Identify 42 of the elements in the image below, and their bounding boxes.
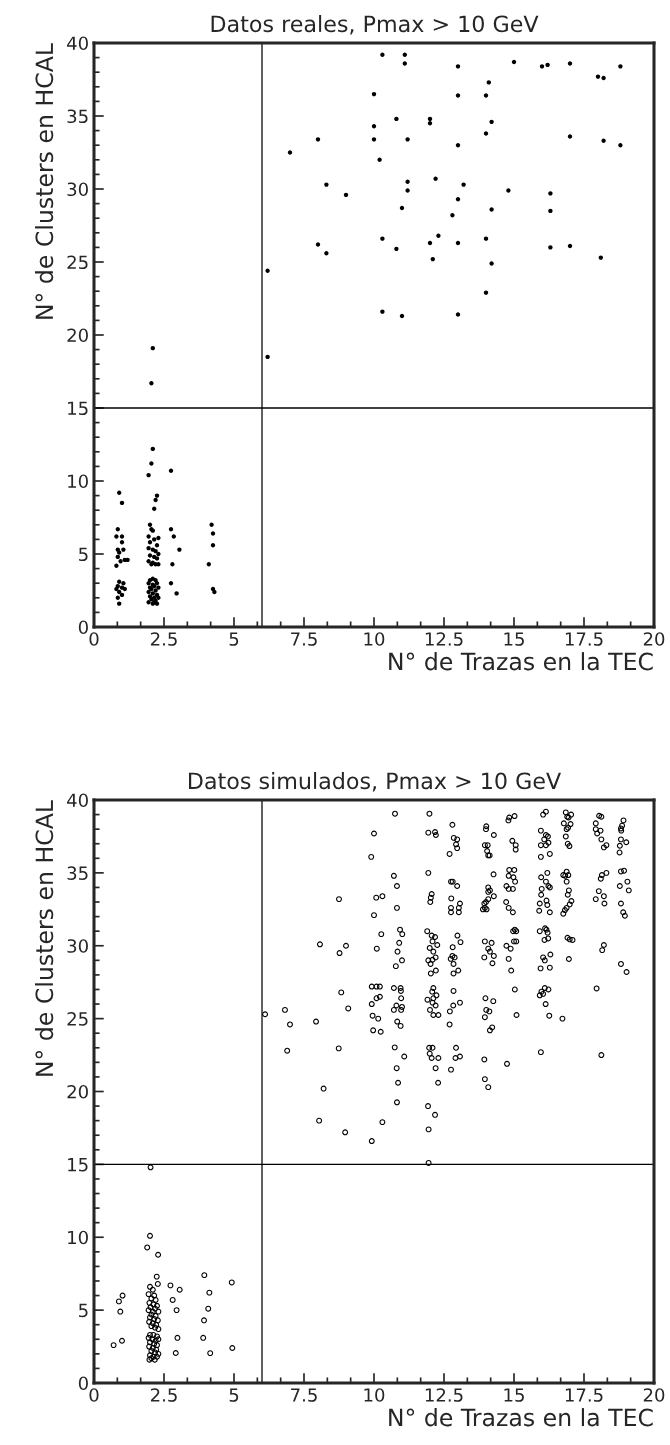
y-tick-label: 5 bbox=[79, 1303, 88, 1318]
y-tick-label: 10 bbox=[68, 474, 88, 489]
y-tick-label: 25 bbox=[67, 255, 88, 270]
x-axis-title: N° de Trazas en la TEC bbox=[389, 1408, 653, 1427]
y-tick-label: 30 bbox=[67, 939, 88, 953]
y-tick-label: 30 bbox=[67, 182, 88, 197]
chart-title: Datos simulados, Pmax > 10 GeV bbox=[189, 772, 561, 792]
x-tick-label: 12.5 bbox=[425, 632, 463, 646]
y-tick-label: 35 bbox=[67, 866, 88, 880]
x-tick-label: 2.5 bbox=[150, 1388, 177, 1402]
x-tick-label: 2.5 bbox=[150, 632, 177, 646]
x-tick-label: 10 bbox=[364, 1388, 385, 1402]
x-tick-label: 15 bbox=[504, 1388, 524, 1402]
x-tick-label: 20 bbox=[643, 1388, 665, 1402]
x-tick-label: 0 bbox=[89, 632, 99, 646]
x-tick-label: 7.5 bbox=[291, 1388, 317, 1402]
y-tick-label: 20 bbox=[67, 328, 88, 343]
x-tick-label: 17.5 bbox=[565, 632, 603, 646]
x-tick-label: 15 bbox=[504, 632, 524, 646]
x-axis-title: N° de Trazas en la TEC bbox=[389, 652, 653, 671]
y-tick-label: 35 bbox=[67, 109, 88, 124]
x-tick-label: 12.5 bbox=[425, 1388, 463, 1402]
x-tick-label: 17.5 bbox=[565, 1388, 603, 1402]
y-tick-label: 20 bbox=[67, 1084, 88, 1099]
chart-title: Datos reales, Pmax > 10 GeV bbox=[211, 15, 539, 35]
y-tick-label: 40 bbox=[67, 793, 88, 808]
y-tick-label: 15 bbox=[68, 1158, 88, 1172]
x-tick-label: 20 bbox=[643, 632, 665, 646]
y-tick-label: 5 bbox=[79, 547, 88, 562]
y-tick-label: 25 bbox=[67, 1012, 88, 1026]
x-tick-label: 7.5 bbox=[291, 632, 317, 646]
y-tick-label: 15 bbox=[68, 401, 88, 416]
x-tick-label: 5 bbox=[229, 632, 239, 646]
x-tick-label: 10 bbox=[364, 632, 385, 646]
y-tick-label: 40 bbox=[67, 36, 88, 51]
x-tick-label: 0 bbox=[89, 1388, 99, 1402]
y-tick-label: 0 bbox=[78, 620, 88, 635]
y-axis-title: N° de Clusters en HCAL bbox=[34, 43, 54, 319]
y-axis-title: N° de Clusters en HCAL bbox=[34, 800, 54, 1076]
y-tick-label: 10 bbox=[68, 1230, 88, 1245]
y-tick-label: 0 bbox=[78, 1376, 88, 1391]
x-tick-label: 5 bbox=[229, 1388, 239, 1402]
